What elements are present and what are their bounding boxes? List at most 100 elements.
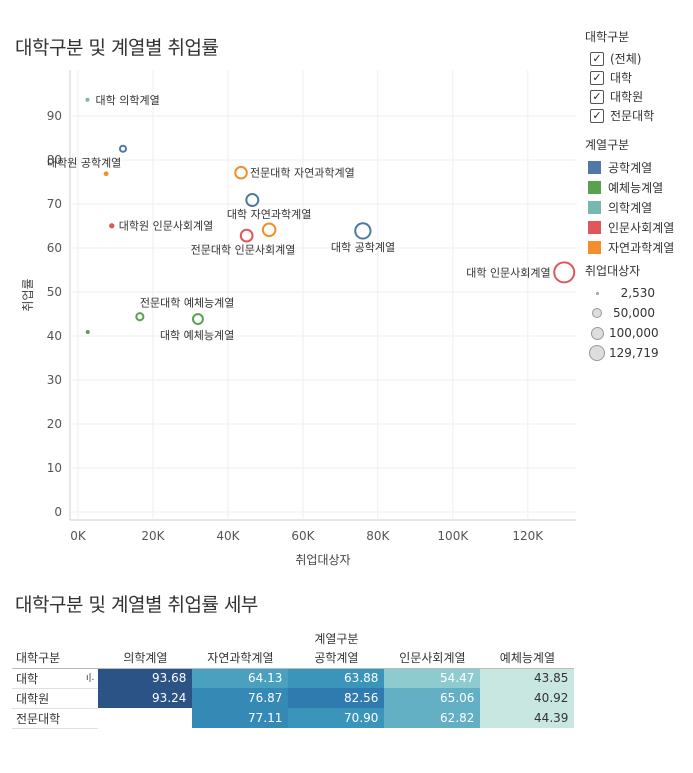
y-tick-label: 70 — [47, 197, 62, 211]
point-label: 대학 의학계열 — [95, 94, 159, 107]
type-filter-label: 대학원 — [610, 90, 644, 104]
size-legend-title: 취업대상자 — [585, 264, 641, 278]
table-row: 전문대학 77.11 70.90 62.82 44.39 — [12, 708, 575, 729]
table-cell[interactable]: 77.11 — [192, 708, 289, 728]
table-cell[interactable]: 93.68 — [98, 668, 193, 688]
scatter-point — [85, 329, 90, 334]
type-filter-label: 전문대학 — [610, 109, 655, 123]
size-legend-item: 129,719 — [585, 343, 659, 363]
university-type-filter: 대학구분 ✓ (전체) ✓ 대학 ✓ 대학원 ✓ 전문대학 — [585, 28, 654, 125]
color-swatch — [588, 180, 601, 194]
y-tick-label: 10 — [47, 461, 62, 475]
table-cell[interactable]: 64.13 — [192, 668, 289, 688]
type-filter-option[interactable]: ✓ (전체) — [585, 49, 654, 68]
type-filter-label: (전체) — [610, 52, 642, 66]
point-label: 대학원 인문사회계열 — [119, 220, 214, 233]
y-axis-title: 취업률 — [21, 278, 35, 311]
table-column-header: 예체능계열 — [480, 648, 575, 669]
size-circle-icon — [592, 308, 602, 318]
table-row: 대학원 93.24 76.87 82.56 65.06 40.92 — [12, 688, 575, 709]
table-cell[interactable]: 44.39 — [480, 708, 575, 728]
table-cell[interactable]: 54.47 — [384, 668, 481, 688]
type-filter-option[interactable]: ✓ 대학 — [585, 68, 654, 87]
size-legend-label: 129,719 — [609, 346, 659, 360]
table-row-label: 대학원 — [12, 688, 82, 709]
table-cell[interactable]: 43.85 — [480, 668, 575, 688]
y-tick-label: 50 — [47, 285, 62, 299]
color-swatch — [588, 160, 601, 174]
table-group-header: 계열구분 — [314, 631, 359, 646]
scatter-point — [118, 144, 128, 153]
field-legend-label: 자연과학계열 — [608, 240, 675, 255]
table-cell[interactable]: 82.56 — [288, 688, 385, 708]
x-tick-label: 20K — [141, 529, 165, 543]
spacer — [82, 708, 99, 729]
checkbox-icon[interactable]: ✓ — [590, 89, 604, 104]
size-circle-icon — [590, 326, 604, 340]
y-tick-label: 30 — [47, 373, 62, 387]
table-cell[interactable]: 63.88 — [288, 668, 385, 688]
scatter-point — [85, 97, 90, 102]
table-cell[interactable] — [98, 708, 193, 728]
color-swatch — [588, 220, 601, 234]
table-cell[interactable]: 40.92 — [480, 688, 575, 708]
table-column-header: 인문사회계열 — [384, 648, 481, 669]
field-legend-item[interactable]: 예체능계열 — [585, 177, 674, 197]
scatter-point — [135, 312, 145, 322]
y-tick-label: 90 — [47, 109, 62, 123]
x-tick-label: 60K — [291, 529, 315, 543]
point-label: 전문대학 자연과학계열 — [250, 167, 355, 180]
field-legend-label: 인문사회계열 — [608, 220, 675, 235]
x-tick-label: 0K — [70, 529, 87, 543]
table-row: 대학 ı|. 93.68 64.13 63.88 54.47 43.85 — [12, 668, 575, 689]
point-label: 대학 예체능계열 — [160, 329, 234, 342]
size-legend-item: 50,000 — [585, 303, 655, 323]
x-tick-label: 120K — [512, 529, 544, 543]
checkbox-icon[interactable]: ✓ — [590, 51, 604, 66]
table-cell[interactable]: 62.82 — [384, 708, 481, 728]
field-legend-item[interactable]: 자연과학계열 — [585, 237, 674, 257]
point-label: 대학 인문사회계열 — [466, 266, 550, 279]
checkbox-icon[interactable]: ✓ — [590, 70, 604, 85]
table-row-label: 대학 — [12, 668, 82, 689]
table-row-header: 대학구분 — [12, 648, 82, 669]
scatter-point — [239, 228, 254, 243]
checkbox-icon[interactable]: ✓ — [590, 108, 604, 123]
table-row-label: 전문대학 — [12, 708, 82, 729]
field-legend-item[interactable]: 의학계열 — [585, 197, 674, 217]
point-label: 전문대학 인문사회계열 — [191, 244, 296, 257]
type-filter-option[interactable]: ✓ 전문대학 — [585, 106, 654, 125]
field-legend-item[interactable]: 공학계열 — [585, 157, 674, 177]
scatter-point — [234, 165, 248, 180]
table-column-header: 자연과학계열 — [192, 648, 289, 669]
view-data-icon[interactable]: ı|. — [82, 668, 99, 689]
scatter-point — [553, 261, 576, 284]
y-tick-label: 60 — [47, 241, 62, 255]
chart-title: 대학구분 및 계열별 취업률 — [15, 37, 219, 59]
field-legend-title: 계열구분 — [585, 138, 630, 152]
field-legend-item[interactable]: 인문사회계열 — [585, 217, 674, 237]
scatter-point — [191, 313, 204, 326]
detail-table: 계열구분 대학구분 의학계열 자연과학계열 공학계열 인문사회계열 예체능계열 대학 ı|… — [12, 628, 575, 729]
table-cell[interactable]: 65.06 — [384, 688, 481, 708]
size-circle-icon — [589, 345, 605, 361]
spacer — [82, 688, 99, 709]
table-cell[interactable]: 76.87 — [192, 688, 289, 708]
point-label: 대학 공학계열 — [331, 241, 395, 254]
table-cell[interactable]: 93.24 — [98, 688, 193, 708]
scatter-plot[interactable]: 0 10 20 30 40 50 60 70 80 90 0K 20K 40K 60K 80K 100K 120… — [0, 60, 580, 580]
color-swatch — [588, 240, 601, 254]
y-tick-label: 80 — [47, 153, 62, 167]
scatter-point — [103, 171, 109, 177]
type-filter-option[interactable]: ✓ 대학원 — [585, 87, 654, 106]
scatter-point — [245, 193, 260, 208]
field-legend-label: 공학계열 — [608, 160, 653, 175]
size-circle-icon — [595, 291, 599, 295]
table-cell[interactable]: 70.90 — [288, 708, 385, 728]
size-legend-item: 2,530 — [585, 283, 655, 303]
table-column-header: 의학계열 — [98, 648, 193, 669]
y-tick-label: 0 — [54, 505, 62, 519]
y-tick-label: 40 — [47, 329, 62, 343]
y-tick-label: 20 — [47, 417, 62, 431]
